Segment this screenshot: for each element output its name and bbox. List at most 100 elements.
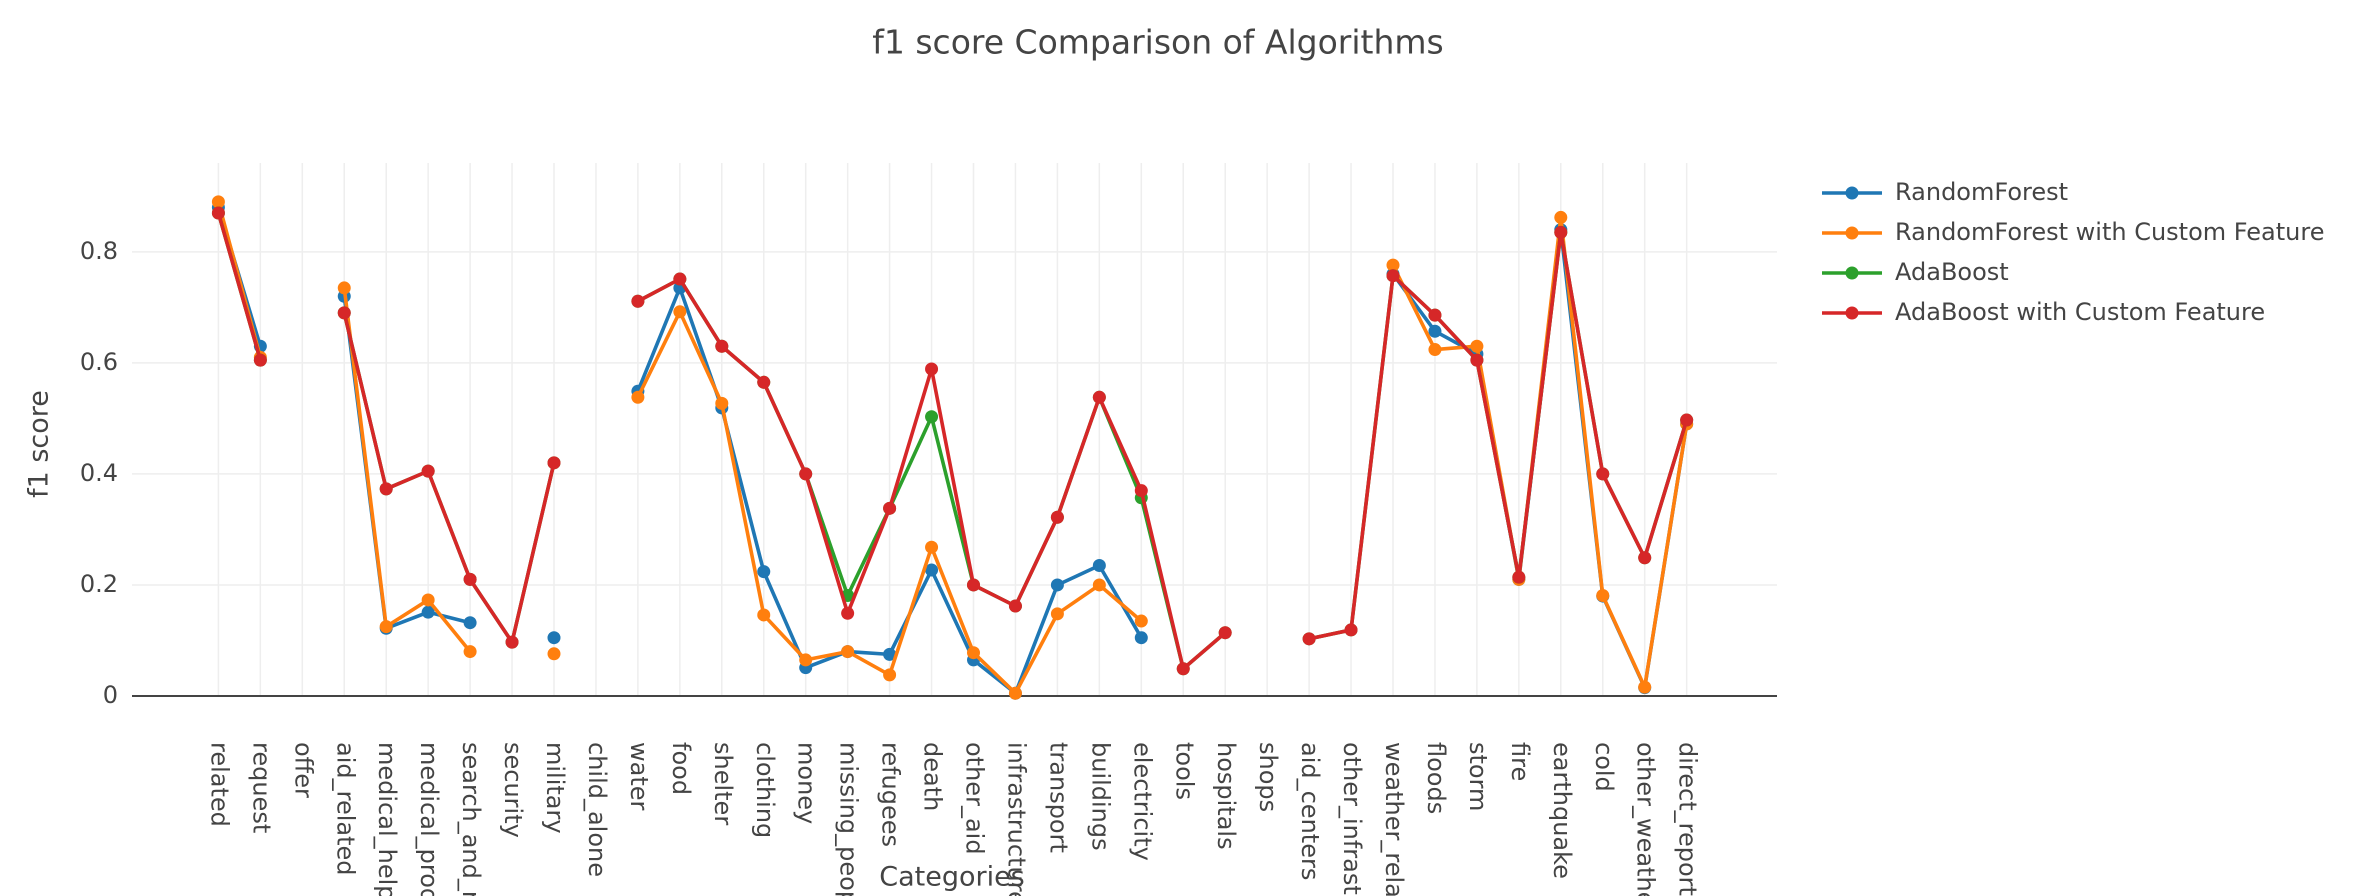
x-axis-title: Categories [879, 862, 1025, 893]
point [379, 620, 393, 634]
point [211, 206, 225, 220]
x-tick-label: offer [289, 742, 317, 798]
point [547, 456, 561, 470]
point [1680, 413, 1694, 427]
point [1134, 631, 1148, 645]
point [253, 353, 267, 367]
point [1176, 662, 1190, 676]
point [715, 339, 729, 353]
x-tick-label: cold [1590, 742, 1618, 792]
point [1050, 578, 1064, 592]
y-tick-label: 0 [103, 681, 118, 709]
point [1470, 339, 1484, 353]
point [1092, 578, 1106, 592]
legend-marker [1845, 226, 1859, 240]
point [1428, 343, 1442, 357]
series-line [216, 212, 1689, 671]
y-tick-label: 0.6 [80, 348, 118, 376]
x-tick-label: security [499, 742, 527, 838]
point [1638, 680, 1652, 694]
legend-label: AdaBoost [1895, 258, 2009, 286]
point [1050, 607, 1064, 621]
point [673, 305, 687, 319]
point [1344, 623, 1358, 637]
point [799, 653, 813, 667]
point [631, 390, 645, 404]
x-tick-label: clothing [751, 742, 779, 838]
x-tick-label: medical_help [373, 742, 401, 896]
point [841, 645, 855, 659]
x-tick-label: request [247, 742, 275, 833]
point [1050, 510, 1064, 524]
point [925, 362, 939, 376]
x-tick-label: electricity [1128, 742, 1156, 861]
point [631, 294, 645, 308]
point [1512, 570, 1526, 584]
x-tick-label: medical_products [415, 742, 443, 896]
y-tick-label: 0.2 [80, 570, 118, 598]
point [463, 616, 477, 630]
legend-label: RandomForest with Custom Feature [1895, 218, 2324, 246]
x-tick-label: aid_centers [1296, 742, 1324, 880]
point [1218, 626, 1232, 640]
point [421, 593, 435, 607]
point [463, 645, 477, 659]
x-tick-label: fire [1506, 742, 1534, 781]
x-tick-label: hospitals [1212, 742, 1240, 850]
x-tick-label: tools [1170, 742, 1198, 800]
point [757, 608, 771, 622]
x-tick-label: shops [1254, 742, 1282, 812]
x-tick-label: water [625, 742, 653, 811]
legend-marker [1845, 266, 1859, 280]
point [967, 578, 980, 592]
x-tick-label: child_alone [583, 742, 611, 877]
x-tick-label: search_and_rescue [457, 742, 485, 896]
point [673, 272, 687, 286]
point [421, 605, 435, 619]
x-tick-label: infrastructure_related [1002, 742, 1030, 896]
point [463, 572, 477, 586]
x-tick-label: refugees [877, 742, 905, 847]
x-tick-label: other_infrastructure [1338, 742, 1366, 896]
x-tick-label: aid_related [331, 742, 359, 876]
point [757, 565, 771, 579]
point [547, 631, 561, 645]
point [1134, 614, 1148, 628]
point [337, 281, 351, 295]
point [1596, 589, 1610, 603]
x-tick-label: shelter [709, 742, 737, 825]
point [1428, 324, 1442, 338]
point [799, 467, 813, 481]
point [1470, 353, 1484, 367]
y-tick-label: 0.4 [80, 459, 118, 487]
legend-label: RandomForest [1895, 178, 2068, 206]
point [1302, 632, 1316, 646]
point [925, 563, 939, 577]
x-tick-label: transport [1044, 742, 1072, 853]
x-tick-label: storm [1464, 742, 1492, 811]
point [1554, 210, 1568, 224]
x-tick-label: related [205, 742, 233, 827]
point [841, 606, 855, 620]
point [211, 195, 225, 209]
point [1596, 467, 1610, 481]
y-axis-title: f1 score [24, 390, 55, 498]
x-tick-label: direct_report [1674, 742, 1702, 896]
x-tick-label: other_weather [1632, 742, 1660, 896]
point [715, 396, 729, 410]
y-tick-label: 0.8 [80, 237, 118, 265]
x-tick-label: military [541, 742, 569, 834]
legend-label: AdaBoost with Custom Feature [1895, 298, 2265, 326]
point [883, 647, 897, 661]
point [925, 540, 939, 554]
point [421, 464, 435, 478]
x-tick-label: missing_people [835, 742, 863, 896]
point [379, 482, 393, 496]
point [505, 635, 519, 649]
point [1386, 258, 1400, 272]
x-tick-label: money [793, 742, 821, 824]
x-tick-label: earthquake [1548, 742, 1576, 879]
point [1008, 686, 1022, 700]
